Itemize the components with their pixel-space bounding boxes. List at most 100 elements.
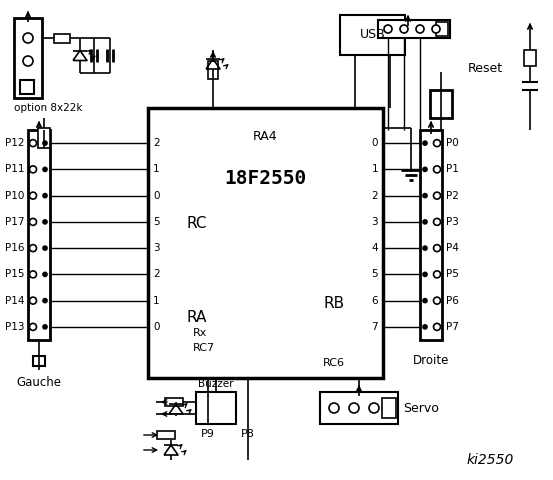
Circle shape — [29, 245, 36, 252]
Text: 0: 0 — [153, 191, 159, 201]
Bar — [208, 61, 218, 79]
Text: P7: P7 — [446, 322, 459, 332]
Bar — [54, 34, 70, 43]
Text: RC7: RC7 — [193, 343, 215, 353]
Text: ki2550: ki2550 — [466, 453, 514, 467]
Bar — [33, 356, 45, 366]
Text: RB: RB — [324, 296, 345, 311]
Circle shape — [43, 141, 47, 145]
Text: P2: P2 — [446, 191, 459, 201]
Circle shape — [29, 140, 36, 146]
Circle shape — [43, 325, 47, 329]
Bar — [320, 392, 398, 424]
Text: 18F2550: 18F2550 — [225, 168, 306, 188]
Text: RC: RC — [186, 216, 206, 230]
Text: P17: P17 — [4, 217, 24, 227]
Text: Gauche: Gauche — [17, 375, 61, 388]
Text: P13: P13 — [4, 322, 24, 332]
Bar — [420, 130, 442, 340]
Text: USB: USB — [359, 28, 385, 41]
Text: 1: 1 — [153, 296, 160, 306]
Bar — [340, 15, 405, 55]
Circle shape — [434, 297, 441, 304]
Bar — [38, 128, 50, 148]
Circle shape — [434, 271, 441, 278]
Circle shape — [434, 245, 441, 252]
Text: 5: 5 — [153, 217, 160, 227]
Text: Rx: Rx — [193, 328, 207, 338]
Circle shape — [384, 25, 392, 33]
Text: P6: P6 — [446, 296, 459, 306]
Circle shape — [423, 272, 427, 276]
Circle shape — [416, 25, 424, 33]
Text: 6: 6 — [372, 296, 378, 306]
Circle shape — [43, 272, 47, 276]
Bar — [430, 90, 452, 118]
Text: RA4: RA4 — [253, 130, 278, 143]
Text: P0: P0 — [446, 138, 459, 148]
Text: P11: P11 — [4, 164, 24, 174]
Circle shape — [423, 141, 427, 145]
Text: 3: 3 — [153, 243, 160, 253]
Bar — [196, 392, 236, 424]
Text: P4: P4 — [446, 243, 459, 253]
Text: 7: 7 — [372, 322, 378, 332]
Text: Droite: Droite — [413, 353, 449, 367]
Circle shape — [369, 403, 379, 413]
Bar — [148, 108, 383, 378]
Circle shape — [349, 403, 359, 413]
Text: Servo: Servo — [403, 401, 439, 415]
Text: P5: P5 — [446, 269, 459, 279]
Circle shape — [423, 325, 427, 329]
Text: 2: 2 — [153, 269, 160, 279]
Text: 3: 3 — [372, 217, 378, 227]
Text: P12: P12 — [4, 138, 24, 148]
Circle shape — [423, 220, 427, 224]
Text: 2: 2 — [153, 138, 160, 148]
Text: P8: P8 — [241, 429, 255, 439]
Circle shape — [29, 218, 36, 226]
Circle shape — [432, 25, 440, 33]
Text: P15: P15 — [4, 269, 24, 279]
Bar — [28, 130, 50, 340]
Text: RC6: RC6 — [323, 358, 345, 368]
Circle shape — [29, 192, 36, 199]
Bar — [382, 398, 396, 418]
Circle shape — [29, 297, 36, 304]
Circle shape — [329, 403, 339, 413]
Circle shape — [434, 166, 441, 173]
Bar — [20, 80, 34, 94]
Bar — [378, 20, 450, 38]
Text: P9: P9 — [201, 429, 215, 439]
Circle shape — [29, 166, 36, 173]
Text: P16: P16 — [4, 243, 24, 253]
Text: option 8x22k: option 8x22k — [14, 103, 82, 113]
Circle shape — [23, 33, 33, 43]
Circle shape — [434, 192, 441, 199]
Circle shape — [43, 168, 47, 171]
Text: 1: 1 — [153, 164, 160, 174]
Text: 5: 5 — [372, 269, 378, 279]
Circle shape — [29, 324, 36, 330]
Text: 1: 1 — [372, 164, 378, 174]
Text: 2: 2 — [372, 191, 378, 201]
Circle shape — [423, 168, 427, 171]
Circle shape — [434, 140, 441, 146]
Circle shape — [423, 299, 427, 302]
Circle shape — [434, 218, 441, 226]
Bar — [165, 398, 183, 406]
Circle shape — [423, 246, 427, 250]
Text: Buzzer: Buzzer — [198, 379, 234, 389]
Text: P14: P14 — [4, 296, 24, 306]
Text: RA: RA — [186, 311, 206, 325]
Text: P1: P1 — [446, 164, 459, 174]
Circle shape — [29, 271, 36, 278]
Text: P3: P3 — [446, 217, 459, 227]
Circle shape — [43, 246, 47, 250]
Text: Reset: Reset — [468, 61, 503, 74]
Text: P10: P10 — [4, 191, 24, 201]
Bar — [14, 18, 42, 98]
Circle shape — [23, 56, 33, 66]
Circle shape — [423, 193, 427, 198]
Circle shape — [43, 220, 47, 224]
